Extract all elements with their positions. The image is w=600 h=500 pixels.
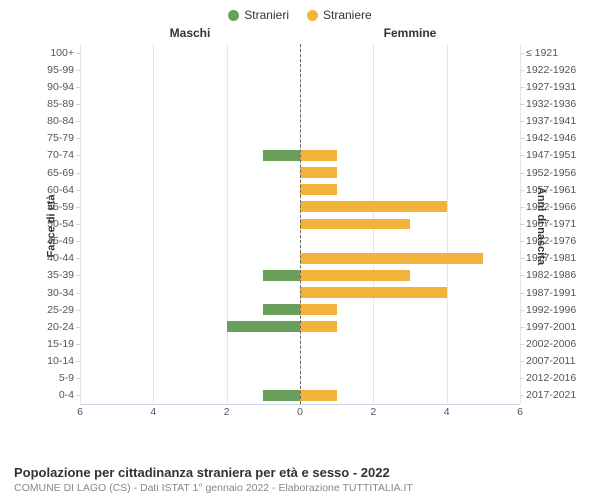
bar-male [263,150,300,161]
bar-female [300,219,410,230]
column-title-male: Maschi [80,26,300,40]
legend: Stranieri Straniere [0,0,600,26]
bar-female [300,304,337,315]
bar-female [300,390,337,401]
birth-year-label: 1967-1971 [526,218,576,230]
age-label: 45-49 [47,235,74,247]
birth-year-label: 1987-1991 [526,287,576,299]
x-tick-label: 2 [224,406,230,418]
age-label: 65-69 [47,167,74,179]
legend-dot-male [228,10,239,21]
age-label: 60-64 [47,184,74,196]
birth-year-label: 1927-1931 [526,81,576,93]
age-label: 100+ [50,47,74,59]
age-label: 95-99 [47,64,74,76]
bar-female [300,270,410,281]
x-tick-label: 0 [297,406,303,418]
x-tick-label: 2 [370,406,376,418]
age-label: 25-29 [47,304,74,316]
birth-year-label: 1982-1986 [526,269,576,281]
age-label: 75-79 [47,132,74,144]
bar-female [300,201,447,212]
x-axis-line [80,404,520,405]
age-label: 70-74 [47,149,74,161]
birth-year-label: ≤ 1921 [526,47,558,59]
legend-label-female: Straniere [323,8,372,22]
birth-year-label: 1942-1946 [526,132,576,144]
birth-year-label: 2012-2016 [526,372,576,384]
legend-dot-female [307,10,318,21]
age-label: 90-94 [47,81,74,93]
age-label: 15-19 [47,338,74,350]
birth-year-label: 1922-1926 [526,64,576,76]
age-label: 20-24 [47,321,74,333]
x-tick-label: 4 [444,406,450,418]
legend-item-female: Straniere [307,8,372,22]
legend-label-male: Stranieri [244,8,289,22]
x-axis: 6 4 2 0 2 4 6 [80,406,520,420]
birth-year-label: 1957-1961 [526,184,576,196]
bar-male [263,304,300,315]
bar-female [300,321,337,332]
x-tick-label: 6 [517,406,523,418]
age-label: 0-4 [59,389,74,401]
birth-year-label: 1997-2001 [526,321,576,333]
chart-subtitle: COMUNE DI LAGO (CS) - Dati ISTAT 1° genn… [14,482,586,494]
birth-year-label: 1992-1996 [526,304,576,316]
age-label: 80-84 [47,115,74,127]
birth-year-label: 1932-1936 [526,98,576,110]
birth-year-label: 1937-1941 [526,115,576,127]
age-label: 50-54 [47,218,74,230]
birth-year-label: 1977-1981 [526,252,576,264]
birth-year-label: 2002-2006 [526,338,576,350]
birth-year-label: 1972-1976 [526,235,576,247]
population-pyramid-chart: Maschi Femmine Fasce di età Anni di nasc… [20,26,580,426]
bar-female [300,287,447,298]
x-tick-label: 6 [77,406,83,418]
bar-female [300,253,483,264]
bar-male [227,321,300,332]
age-label: 55-59 [47,201,74,213]
bar-female [300,184,337,195]
bar-female [300,167,337,178]
birth-year-label: 1947-1951 [526,149,576,161]
legend-item-male: Stranieri [228,8,289,22]
birth-year-label: 2007-2011 [526,355,575,367]
age-label: 35-39 [47,269,74,281]
column-title-female: Femmine [300,26,520,40]
birth-year-label: 1952-1956 [526,167,576,179]
chart-footer: Popolazione per cittadinanza straniera p… [14,465,586,494]
chart-title: Popolazione per cittadinanza straniera p… [14,465,586,480]
birth-year-label: 1962-1966 [526,201,576,213]
bar-male [263,270,300,281]
age-label: 10-14 [47,355,74,367]
column-titles: Maschi Femmine [80,26,520,40]
age-label: 85-89 [47,98,74,110]
x-tick-label: 4 [150,406,156,418]
age-label: 30-34 [47,287,74,299]
bar-male [263,390,300,401]
plot-area: 100+≤ 192195-991922-192690-941927-193185… [80,44,520,404]
age-label: 40-44 [47,252,74,264]
bar-female [300,150,337,161]
birth-year-label: 2017-2021 [526,389,576,401]
age-label: 5-9 [59,372,74,384]
center-line [300,44,301,404]
